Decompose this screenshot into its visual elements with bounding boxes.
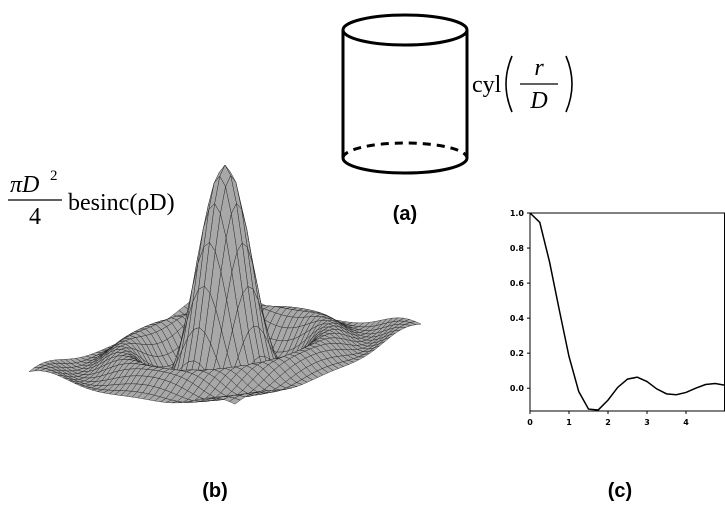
x-tick-label: 1 [566, 418, 572, 427]
x-tick-label: 3 [644, 418, 650, 427]
panel-label: (b) [202, 480, 228, 502]
x-tick-label: 4 [683, 418, 689, 427]
y-tick-label: 0.8 [510, 244, 525, 253]
y-tick-label: 0.2 [510, 349, 524, 358]
data-line [530, 213, 725, 410]
formula-numerator: r [534, 55, 544, 81]
formula-numerator: πD [10, 172, 39, 198]
panel-label: (c) [608, 480, 632, 502]
formula-function: cyl [472, 72, 502, 98]
paren [506, 56, 512, 112]
y-tick-label: 1.0 [510, 209, 525, 218]
formula-function: besinc(ρD) [68, 190, 175, 216]
y-tick-label: 0.4 [510, 314, 525, 323]
x-tick-label: 2 [605, 418, 611, 427]
formula-denominator: 4 [29, 204, 41, 230]
y-tick-label: 0.6 [510, 279, 525, 288]
panel-label: (a) [393, 203, 417, 225]
formula-denominator: D [529, 88, 547, 114]
y-tick-label: 0.0 [510, 384, 525, 393]
cylinder [343, 15, 467, 173]
paren [566, 56, 572, 112]
figure: cyl r D (a) πD 2 4 besinc(ρD) (b) 1.0 0.8… [0, 0, 725, 506]
formula-exponent: 2 [50, 168, 58, 184]
x-tick-label: 0 [527, 418, 533, 427]
line-chart: 1.0 0.8 0.6 0.4 0.2 0.0 0 1 2 3 4 [510, 209, 725, 427]
